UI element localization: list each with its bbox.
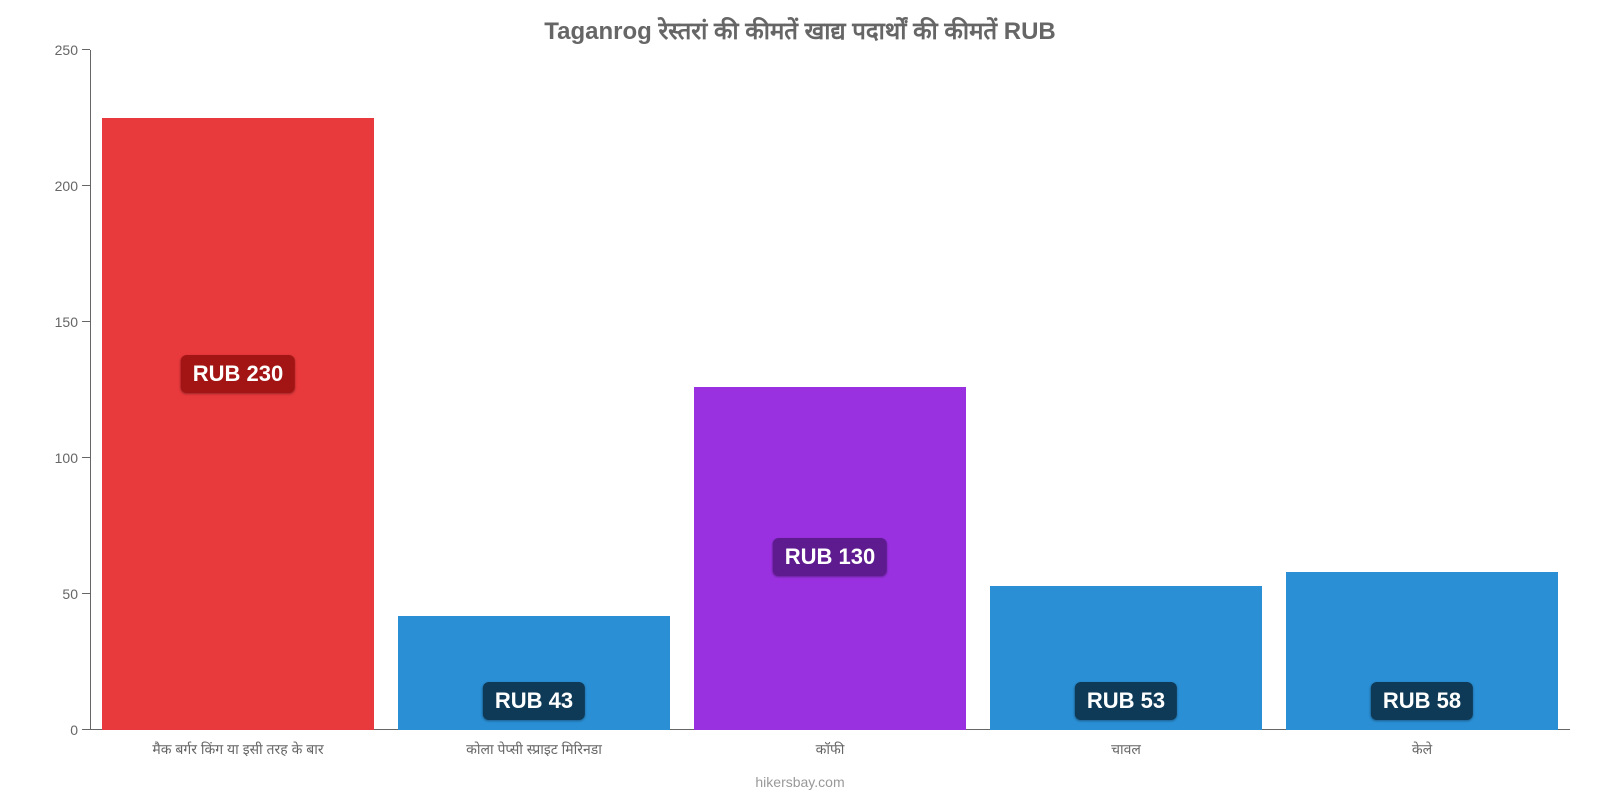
x-tick-label: चावल	[978, 740, 1274, 759]
y-tick-label: 150	[55, 314, 78, 330]
y-tick	[82, 457, 90, 458]
bar-value-badge: RUB 43	[483, 682, 585, 720]
bar-slot: RUB 53चावल	[978, 50, 1274, 730]
bar-slot: RUB 43कोला पेप्सी स्प्राइट मिरिनडा	[386, 50, 682, 730]
y-tick	[82, 729, 90, 730]
x-tick-label: मैक बर्गर किंग या इसी तरह के बार	[90, 740, 386, 759]
bar-slot: RUB 58केले	[1274, 50, 1570, 730]
y-tick	[82, 185, 90, 186]
bar-value-badge: RUB 130	[773, 538, 887, 576]
y-tick-label: 250	[55, 42, 78, 58]
chart-container: Taganrog रेस्तरां की कीमतें खाद्य पदार्थ…	[0, 0, 1600, 800]
bars-row: RUB 230मैक बर्गर किंग या इसी तरह के बारR…	[90, 50, 1570, 730]
y-tick-label: 200	[55, 178, 78, 194]
bar-value-badge: RUB 53	[1075, 682, 1177, 720]
y-tick-label: 100	[55, 450, 78, 466]
y-tick-label: 0	[70, 722, 78, 738]
y-tick-label: 50	[62, 586, 78, 602]
y-tick	[82, 49, 90, 50]
bar-value-badge: RUB 58	[1371, 682, 1473, 720]
credit-text: hikersbay.com	[0, 774, 1600, 790]
y-tick	[82, 593, 90, 594]
x-tick-label: केले	[1274, 740, 1570, 759]
bar-value-badge: RUB 230	[181, 355, 295, 393]
x-tick-label: कॉफी	[682, 740, 978, 759]
y-tick	[82, 321, 90, 322]
chart-title: Taganrog रेस्तरां की कीमतें खाद्य पदार्थ…	[0, 14, 1600, 47]
bar-slot: RUB 230मैक बर्गर किंग या इसी तरह के बार	[90, 50, 386, 730]
plot-area: 050100150200250 RUB 230मैक बर्गर किंग या…	[90, 50, 1570, 730]
bar-slot: RUB 130कॉफी	[682, 50, 978, 730]
x-tick-label: कोला पेप्सी स्प्राइट मिरिनडा	[386, 740, 682, 759]
bar	[102, 118, 374, 730]
